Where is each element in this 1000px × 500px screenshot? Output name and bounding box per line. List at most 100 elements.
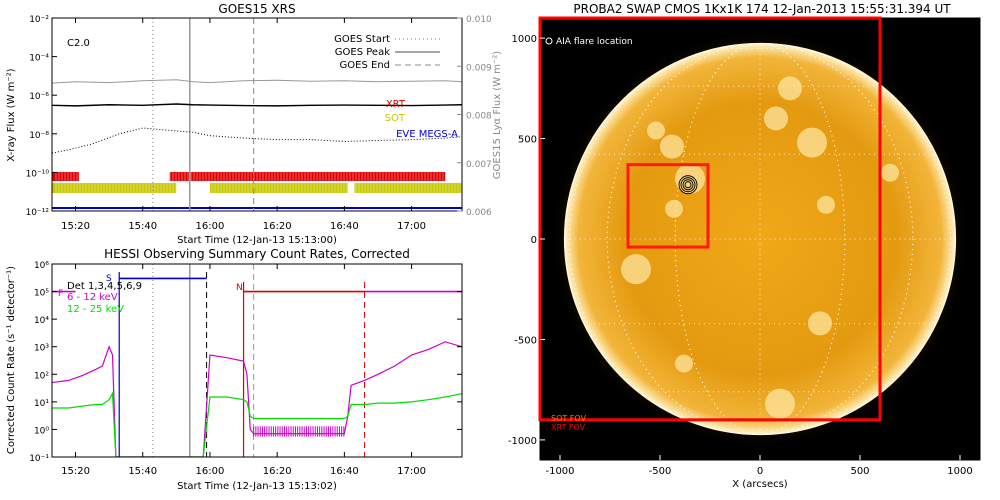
active-region bbox=[675, 163, 705, 194]
coverage-bar-sot bbox=[354, 183, 462, 193]
hessi-plot-frame bbox=[51, 263, 463, 458]
active-region bbox=[778, 76, 802, 101]
goes-y-tick-label: 10⁻¹⁰ bbox=[26, 169, 50, 179]
active-region bbox=[660, 134, 684, 159]
hessi-x-tick-label: 16:00 bbox=[196, 466, 225, 477]
sot-fov-box bbox=[626, 163, 710, 249]
active-region bbox=[647, 121, 665, 140]
active-region bbox=[881, 163, 899, 182]
active-region bbox=[808, 311, 832, 336]
goes-x-tick-label: 17:00 bbox=[397, 221, 426, 232]
goes-x-ticks: 15:20 15:40 16:00 16:20 16:40 17:00 bbox=[61, 18, 426, 232]
goes-y-tick-label: 10⁻¹² bbox=[26, 208, 50, 218]
swap-y-tick-label: -500 bbox=[514, 335, 537, 346]
hessi-y-tick-label: 10¹ bbox=[34, 399, 49, 409]
hessi-x-ticks: 15:20 15:40 16:00 16:20 16:40 17:00 bbox=[61, 264, 426, 477]
goes-x-tick-label: 16:40 bbox=[330, 221, 359, 232]
active-region bbox=[765, 388, 795, 419]
goes-right-y-ticks: 0.006 0.007 0.008 0.009 0.010 bbox=[457, 15, 492, 218]
swap-x-tick-label: 500 bbox=[850, 466, 869, 477]
legend-goes-start: GOES Start bbox=[334, 34, 390, 45]
goes-right-y-tick-label: 0.006 bbox=[466, 208, 492, 218]
goes-ylabel: X-ray Flux (W m⁻²) bbox=[6, 68, 17, 161]
flag-label-s: S bbox=[106, 274, 112, 284]
hessi-series-6-12-kev bbox=[52, 341, 462, 457]
coverage-bar-sot bbox=[209, 183, 348, 193]
solar-limb bbox=[563, 42, 957, 436]
aia-flare-annotation: AIA flare location bbox=[556, 37, 633, 47]
goes-right-y-tick-label: 0.010 bbox=[466, 15, 492, 25]
coverage-bar-xrt bbox=[169, 172, 446, 181]
coverage-bar-eve-megs-a bbox=[52, 207, 462, 209]
goes-x-tick-label: 16:20 bbox=[263, 221, 292, 232]
hessi-ylabel: Corrected Count Rate (s⁻¹ detector⁻¹) bbox=[6, 266, 17, 454]
flag-label-f: F bbox=[58, 289, 63, 299]
swap-x-tick-label: -500 bbox=[649, 466, 672, 477]
goes-y-tick-label: 10⁻² bbox=[29, 15, 49, 25]
goes-title: GOES15 XRS bbox=[218, 2, 295, 16]
active-region bbox=[764, 106, 788, 131]
flare-contour bbox=[682, 179, 694, 191]
flare-contour bbox=[680, 177, 696, 193]
swap-y-ticks: -1000 -500 0 500 1000 bbox=[508, 34, 545, 447]
aia-flare-marker-icon bbox=[545, 37, 553, 45]
goes-right-y-tick-label: 0.009 bbox=[466, 63, 492, 73]
goes-y-tick-label: 10⁻⁸ bbox=[29, 131, 49, 141]
hessi-x-tick-label: 15:40 bbox=[128, 466, 157, 477]
flare-contour bbox=[678, 175, 698, 195]
flare-contour bbox=[684, 181, 692, 189]
goes-x-tick-label: 16:00 bbox=[196, 221, 225, 232]
hessi-series-12-25-kev bbox=[52, 391, 462, 457]
label-eve: EVE MEGS-A bbox=[396, 129, 458, 140]
legend-sot-fov: SOT FOV bbox=[551, 414, 587, 423]
hessi-x-tick-label: 17:00 bbox=[397, 466, 426, 477]
legend-goes-peak: GOES Peak bbox=[335, 47, 390, 58]
active-region bbox=[621, 254, 651, 285]
hessi-y-tick-label: 10⁴ bbox=[34, 316, 49, 326]
legend-goes-end: GOES End bbox=[340, 60, 390, 71]
hessi-x-tick-label: 16:40 bbox=[330, 466, 359, 477]
swap-y-tick-label: 0 bbox=[531, 235, 537, 246]
legend-6-12-kev: 6 - 12 keV bbox=[67, 292, 118, 303]
hessi-detectors-label: Det 1,3,4,5,6,9 bbox=[67, 281, 142, 292]
goes-series-lya bbox=[52, 79, 462, 84]
hessi-y-tick-label: 10⁰ bbox=[34, 426, 49, 436]
active-region bbox=[797, 127, 827, 158]
xrt-fov-box bbox=[538, 16, 882, 422]
swap-y-tick-label: 1000 bbox=[512, 34, 537, 45]
hessi-y-tick-label: 10² bbox=[34, 371, 49, 381]
goes-right-y-tick-label: 0.008 bbox=[466, 112, 492, 122]
swap-image-panel: PROBA2 SWAP CMOS 1Kx1K 174 12-Jan-2013 1… bbox=[508, 2, 981, 490]
legend-xrt-fov: XRT FOV bbox=[551, 423, 586, 432]
goes-x-tick-label: 15:20 bbox=[61, 221, 90, 232]
hessi-y-ticks: 10⁻¹ 10⁰ 10¹ 10² 10³ 10⁴ 10⁵ 10⁶ bbox=[29, 261, 462, 464]
goes-y-tick-label: 10⁻⁴ bbox=[29, 54, 49, 64]
hessi-title: HESSI Observing Summary Count Rates, Cor… bbox=[104, 247, 410, 261]
hessi-y-tick-label: 10⁵ bbox=[34, 289, 49, 299]
solar-grid-meridian bbox=[568, 43, 952, 435]
hessi-x-tick-label: 16:20 bbox=[263, 466, 292, 477]
hessi-y-tick-label: 10⁶ bbox=[34, 261, 49, 271]
swap-x-tick-label: 0 bbox=[757, 466, 763, 477]
goes-ylabel-right: GOES15 Lyα Flux (W m⁻²) bbox=[492, 51, 503, 179]
goes-xrs-panel: GOES15 XRS C2.0 GOES Start GOES Peak GOE… bbox=[6, 2, 503, 246]
swap-x-tick-label: -1000 bbox=[545, 466, 574, 477]
coverage-bar-sot bbox=[52, 183, 177, 193]
coverage-bar-xrt bbox=[52, 172, 79, 181]
active-region bbox=[675, 354, 693, 373]
swap-x-tick-label: 1000 bbox=[947, 466, 972, 477]
hessi-y-tick-label: 10⁻¹ bbox=[29, 454, 49, 464]
goes-y-tick-label: 10⁻⁶ bbox=[29, 92, 49, 102]
goes-class-label: C2.0 bbox=[67, 38, 90, 49]
legend-12-25-kev: 12 - 25 keV bbox=[67, 304, 124, 315]
flag-label-n: N bbox=[236, 283, 243, 293]
goes-series-long bbox=[52, 103, 462, 107]
hessi-xlabel: Start Time (12-Jan-13 15:13:02) bbox=[177, 481, 337, 492]
active-region bbox=[665, 199, 683, 218]
goes-y-ticks: 10⁻¹² 10⁻¹⁰ 10⁻⁸ 10⁻⁶ 10⁻⁴ 10⁻² bbox=[26, 15, 57, 218]
hessi-x-tick-label: 15:20 bbox=[61, 466, 90, 477]
solar-grid-meridian bbox=[606, 43, 914, 435]
goes-xlabel: Start Time (12-Jan-13 15:13:00) bbox=[177, 235, 337, 246]
goes-x-tick-label: 15:40 bbox=[128, 221, 157, 232]
goes-right-y-tick-label: 0.007 bbox=[466, 160, 492, 170]
